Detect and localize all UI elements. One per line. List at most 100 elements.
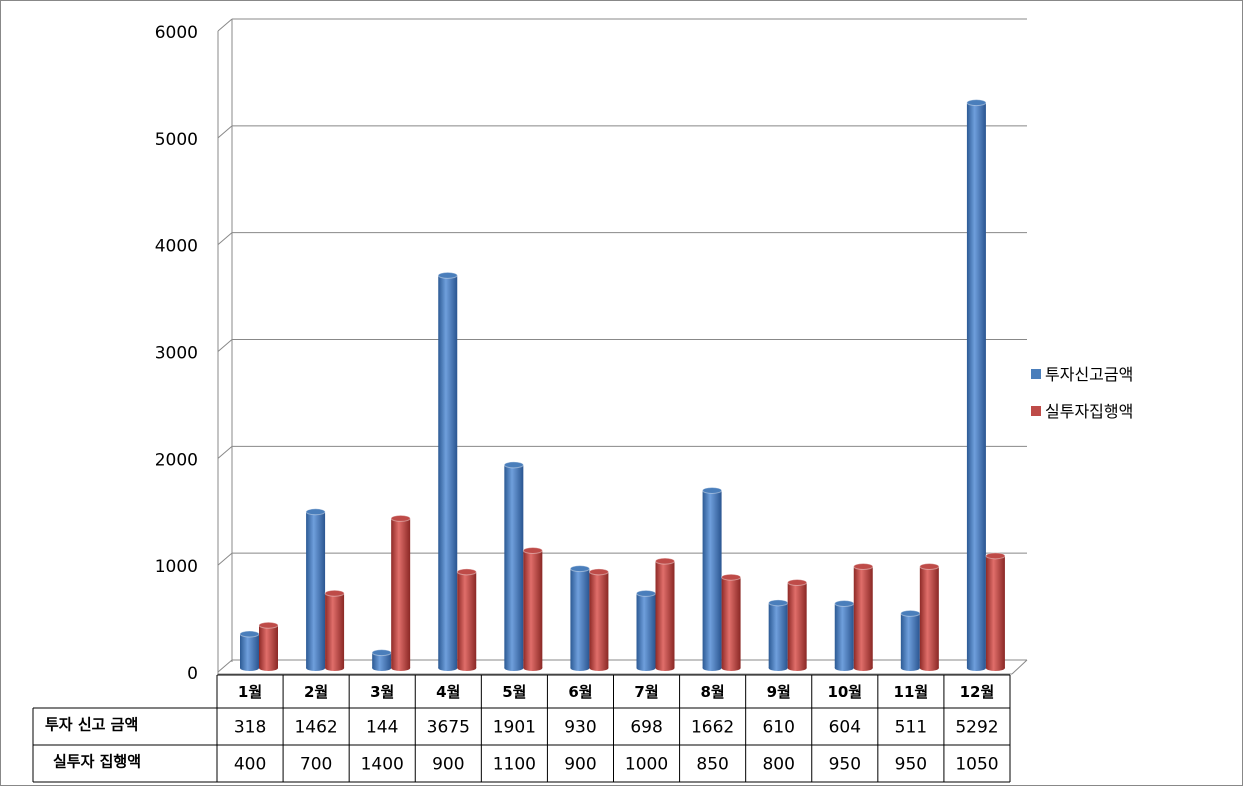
- bar-cap: [371, 649, 392, 657]
- x-tick-label: 12월: [960, 683, 995, 701]
- table-value: 511: [895, 718, 927, 738]
- grid-line-side: [217, 659, 233, 673]
- legend-swatch: [1031, 369, 1041, 379]
- y-tick-label: 4000: [155, 237, 198, 257]
- bar-base: [853, 665, 873, 671]
- table-value: 930: [564, 718, 596, 738]
- bar-cap: [636, 589, 656, 597]
- bar-cap: [522, 546, 543, 554]
- x-tick-label: 11월: [894, 683, 929, 701]
- x-tick-label: 3월: [370, 683, 394, 701]
- bar-base: [372, 665, 392, 671]
- bar: [853, 566, 873, 668]
- bar: [636, 593, 656, 668]
- bar: [240, 634, 259, 668]
- bar: [702, 490, 722, 668]
- table-value: 400: [234, 755, 266, 775]
- table-value: 1000: [625, 755, 668, 775]
- bar-base: [966, 665, 986, 671]
- bar-base: [589, 665, 609, 671]
- table-value: 1901: [493, 718, 536, 738]
- bar-base: [523, 665, 543, 671]
- bar-cap: [437, 271, 458, 279]
- bar-cap: [305, 508, 326, 516]
- table-value: 144: [366, 718, 398, 738]
- bar-cap: [966, 99, 987, 107]
- grid-line-side: [217, 18, 233, 32]
- bar-base: [655, 665, 675, 671]
- bar-base: [438, 665, 458, 671]
- table-value: 950: [829, 755, 861, 775]
- bar-base: [900, 665, 920, 671]
- bar-cap: [721, 573, 742, 581]
- grid-line-side: [217, 339, 233, 352]
- bar-cap: [787, 579, 808, 587]
- bar-base: [919, 665, 939, 671]
- bar-base: [259, 665, 278, 671]
- bar: [655, 561, 675, 668]
- bar: [919, 566, 939, 668]
- table-value: 318: [234, 718, 266, 738]
- table-value: 604: [829, 718, 861, 738]
- y-tick-label: 0: [187, 664, 198, 684]
- bar-base: [787, 665, 807, 671]
- bar-base: [504, 665, 524, 671]
- bar: [570, 568, 590, 668]
- bar-cap: [390, 514, 411, 522]
- bar-base: [985, 665, 1005, 671]
- bar-cap: [853, 563, 874, 571]
- bar: [306, 511, 326, 668]
- legend-label: 투자신고금액: [1045, 365, 1133, 384]
- bar: [372, 652, 392, 668]
- x-tick-label: 7월: [634, 683, 658, 701]
- y-tick-label: 1000: [155, 557, 198, 577]
- legend-swatch: [1031, 406, 1041, 416]
- bar-base: [702, 665, 722, 671]
- table-value: 1100: [493, 755, 536, 775]
- x-tick-label: 2월: [304, 683, 328, 701]
- table-value: 950: [895, 755, 927, 775]
- x-tick-label: 1월: [238, 683, 262, 701]
- bar: [985, 555, 1005, 668]
- x-tick-label: 10월: [827, 683, 862, 701]
- y-tick-label: 6000: [155, 23, 198, 43]
- y-tick-label: 3000: [155, 344, 198, 364]
- grid-line-side: [217, 232, 233, 246]
- bar-cap: [919, 563, 940, 571]
- bar: [391, 518, 411, 668]
- row-label: 투자 신고 금액: [45, 716, 138, 734]
- bar-cap: [324, 589, 345, 597]
- bar-cap: [456, 568, 477, 576]
- table-value: 900: [564, 755, 596, 775]
- bar-base: [768, 665, 788, 671]
- legend-label: 실투자집행액: [1045, 402, 1133, 421]
- bar: [721, 577, 741, 668]
- grid-line-side: [217, 125, 233, 139]
- bar: [457, 571, 477, 668]
- table-value: 1462: [294, 718, 337, 738]
- bar-cap: [239, 630, 260, 638]
- table-value: 700: [300, 755, 332, 775]
- bar: [834, 603, 854, 668]
- x-tick-label: 4월: [436, 683, 460, 701]
- table-value: 1662: [691, 718, 734, 738]
- bar-base: [570, 665, 590, 671]
- bar: [589, 571, 609, 668]
- bar-cap: [258, 621, 279, 629]
- row-label: 실투자 집행액: [53, 753, 141, 771]
- floor-right: [1011, 659, 1028, 675]
- bar: [900, 613, 920, 668]
- bar: [504, 464, 524, 668]
- y-tick-label: 2000: [155, 450, 198, 470]
- bar: [787, 582, 807, 668]
- table-value: 610: [762, 718, 794, 738]
- bar-base: [240, 665, 259, 671]
- bar-cap: [569, 565, 590, 573]
- bar: [966, 102, 986, 668]
- x-tick-label: 9월: [767, 683, 791, 701]
- table-value: 1400: [361, 755, 404, 775]
- bar-cap: [702, 486, 723, 494]
- bar-cap: [900, 609, 921, 617]
- y-tick-label: 5000: [155, 130, 198, 150]
- bar: [438, 275, 458, 668]
